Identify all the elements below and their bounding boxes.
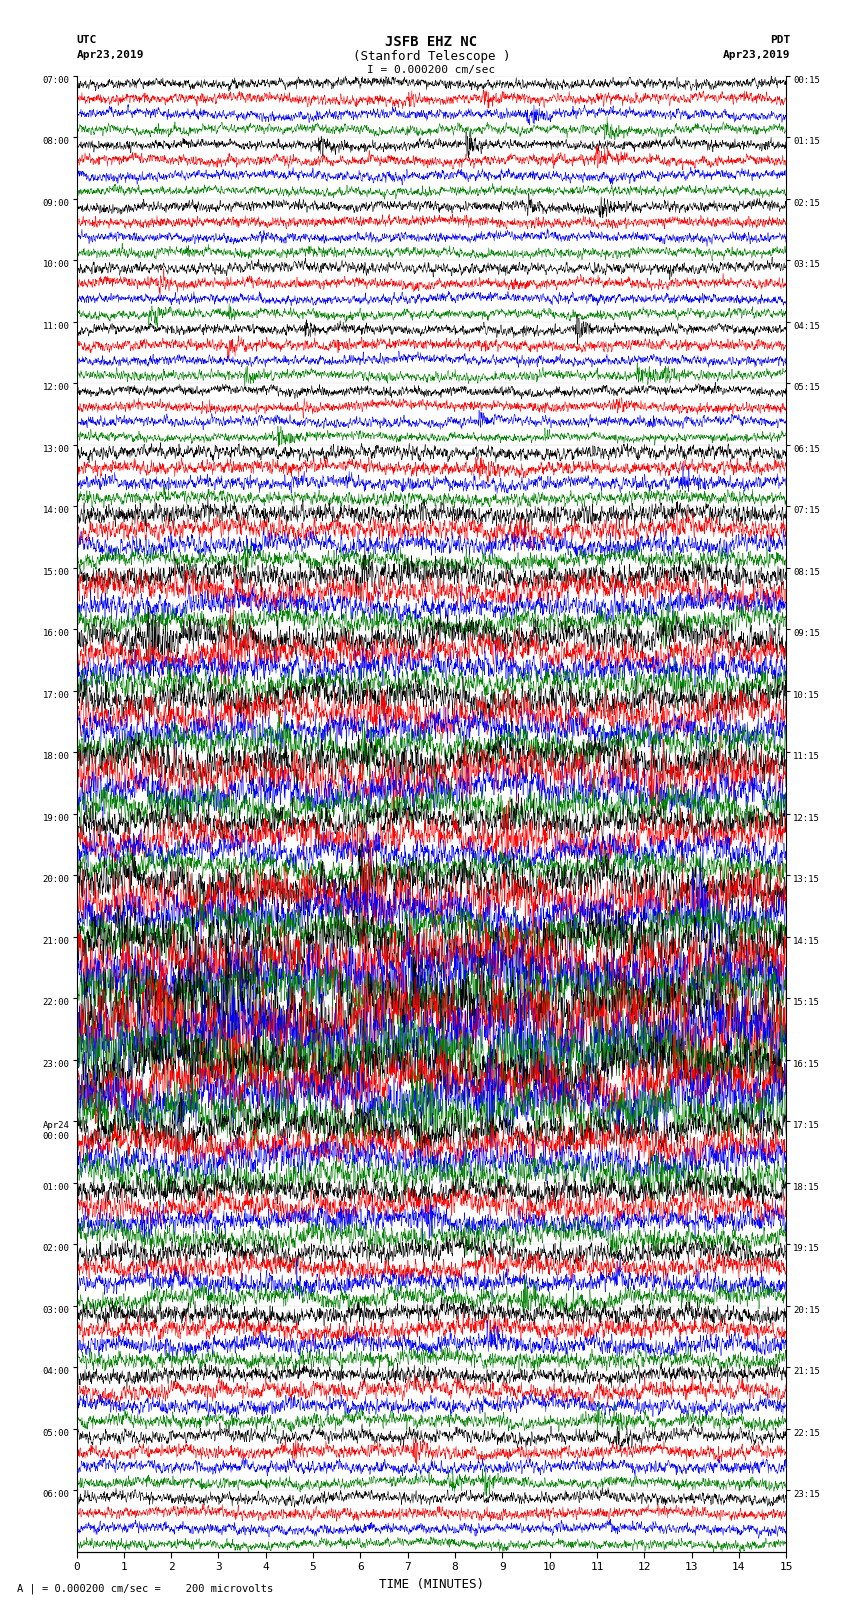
Text: PDT: PDT [770, 35, 790, 45]
Text: UTC: UTC [76, 35, 97, 45]
Text: Apr23,2019: Apr23,2019 [723, 50, 791, 60]
Text: JSFB EHZ NC: JSFB EHZ NC [385, 35, 478, 50]
X-axis label: TIME (MINUTES): TIME (MINUTES) [379, 1578, 484, 1590]
Text: A | = 0.000200 cm/sec =    200 microvolts: A | = 0.000200 cm/sec = 200 microvolts [17, 1582, 273, 1594]
Text: I = 0.000200 cm/sec: I = 0.000200 cm/sec [367, 65, 496, 74]
Text: Apr23,2019: Apr23,2019 [76, 50, 144, 60]
Text: (Stanford Telescope ): (Stanford Telescope ) [353, 50, 510, 63]
